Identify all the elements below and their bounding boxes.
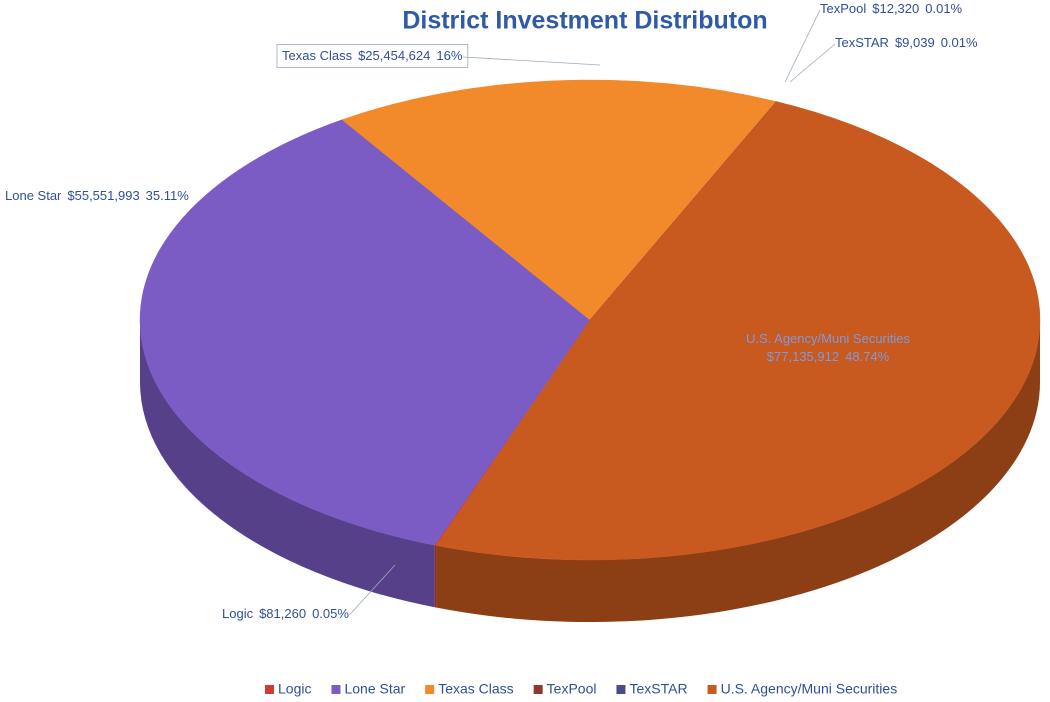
legend-label: Texas Class xyxy=(438,681,513,697)
leader-line xyxy=(349,564,396,616)
data-label: TexSTAR $9,039 0.01% xyxy=(835,35,978,50)
label-category: Texas Class xyxy=(282,48,353,63)
label-value: $25,454,624 xyxy=(358,48,430,63)
legend-label: TexSTAR xyxy=(629,681,687,697)
legend-label: Lone Star xyxy=(344,681,405,697)
label-value: $77,135,912 xyxy=(767,350,839,365)
label-percent: 48.74% xyxy=(845,350,890,365)
slice-side xyxy=(436,320,1040,623)
data-label: Lone Star $55,551,993 35.11% xyxy=(5,188,189,203)
label-percent: 16% xyxy=(436,48,462,63)
legend-swatch xyxy=(533,685,543,694)
label-box xyxy=(276,44,469,68)
label-category: Lone Star xyxy=(5,188,62,203)
legend-swatch xyxy=(707,685,717,694)
slice xyxy=(139,119,591,546)
leader-line xyxy=(789,43,836,83)
legend-swatch xyxy=(425,685,435,694)
slice-shade xyxy=(436,320,1040,623)
legend-label: Logic xyxy=(278,681,311,697)
label-category: TexSTAR xyxy=(835,35,889,50)
label-value: $55,551,993 xyxy=(67,188,139,203)
label-percent: 35.11% xyxy=(146,188,190,203)
slice xyxy=(341,79,777,321)
label-percent: 0.01% xyxy=(941,35,978,50)
legend-label: U.S. Agency/Muni Securities xyxy=(721,681,898,697)
chart-title: District Investment Distributon xyxy=(402,7,767,35)
slice-side xyxy=(139,320,435,608)
label-percent: 0.01% xyxy=(925,1,962,16)
label-percent: 0.05% xyxy=(312,606,349,621)
legend-swatch xyxy=(331,685,341,694)
label-value: $9,039 xyxy=(895,35,935,50)
label-category: Logic xyxy=(222,606,254,621)
slice-side xyxy=(434,545,437,608)
legend-swatch xyxy=(616,685,626,694)
data-label: TexPool $12,320 0.01% xyxy=(820,1,963,16)
slice-shade xyxy=(139,320,435,608)
slice-shade xyxy=(434,545,437,608)
label-value: $81,260 xyxy=(259,606,306,621)
label-category: U.S. Agency/Muni Securities xyxy=(746,331,911,346)
legend-swatch xyxy=(265,685,274,694)
data-label: Logic $81,260 0.05% xyxy=(222,606,349,621)
legend-label: TexPool xyxy=(547,681,597,697)
label-value: $12,320 xyxy=(872,1,919,16)
data-label: Texas Class $25,454,624 16% xyxy=(282,48,463,63)
label-category: TexPool xyxy=(820,1,866,16)
data-label: U.S. Agency/Muni Securities $77,135,912 48… xyxy=(746,331,911,364)
slice xyxy=(435,101,1041,561)
leader-line xyxy=(784,9,821,83)
leader-line xyxy=(462,56,601,66)
